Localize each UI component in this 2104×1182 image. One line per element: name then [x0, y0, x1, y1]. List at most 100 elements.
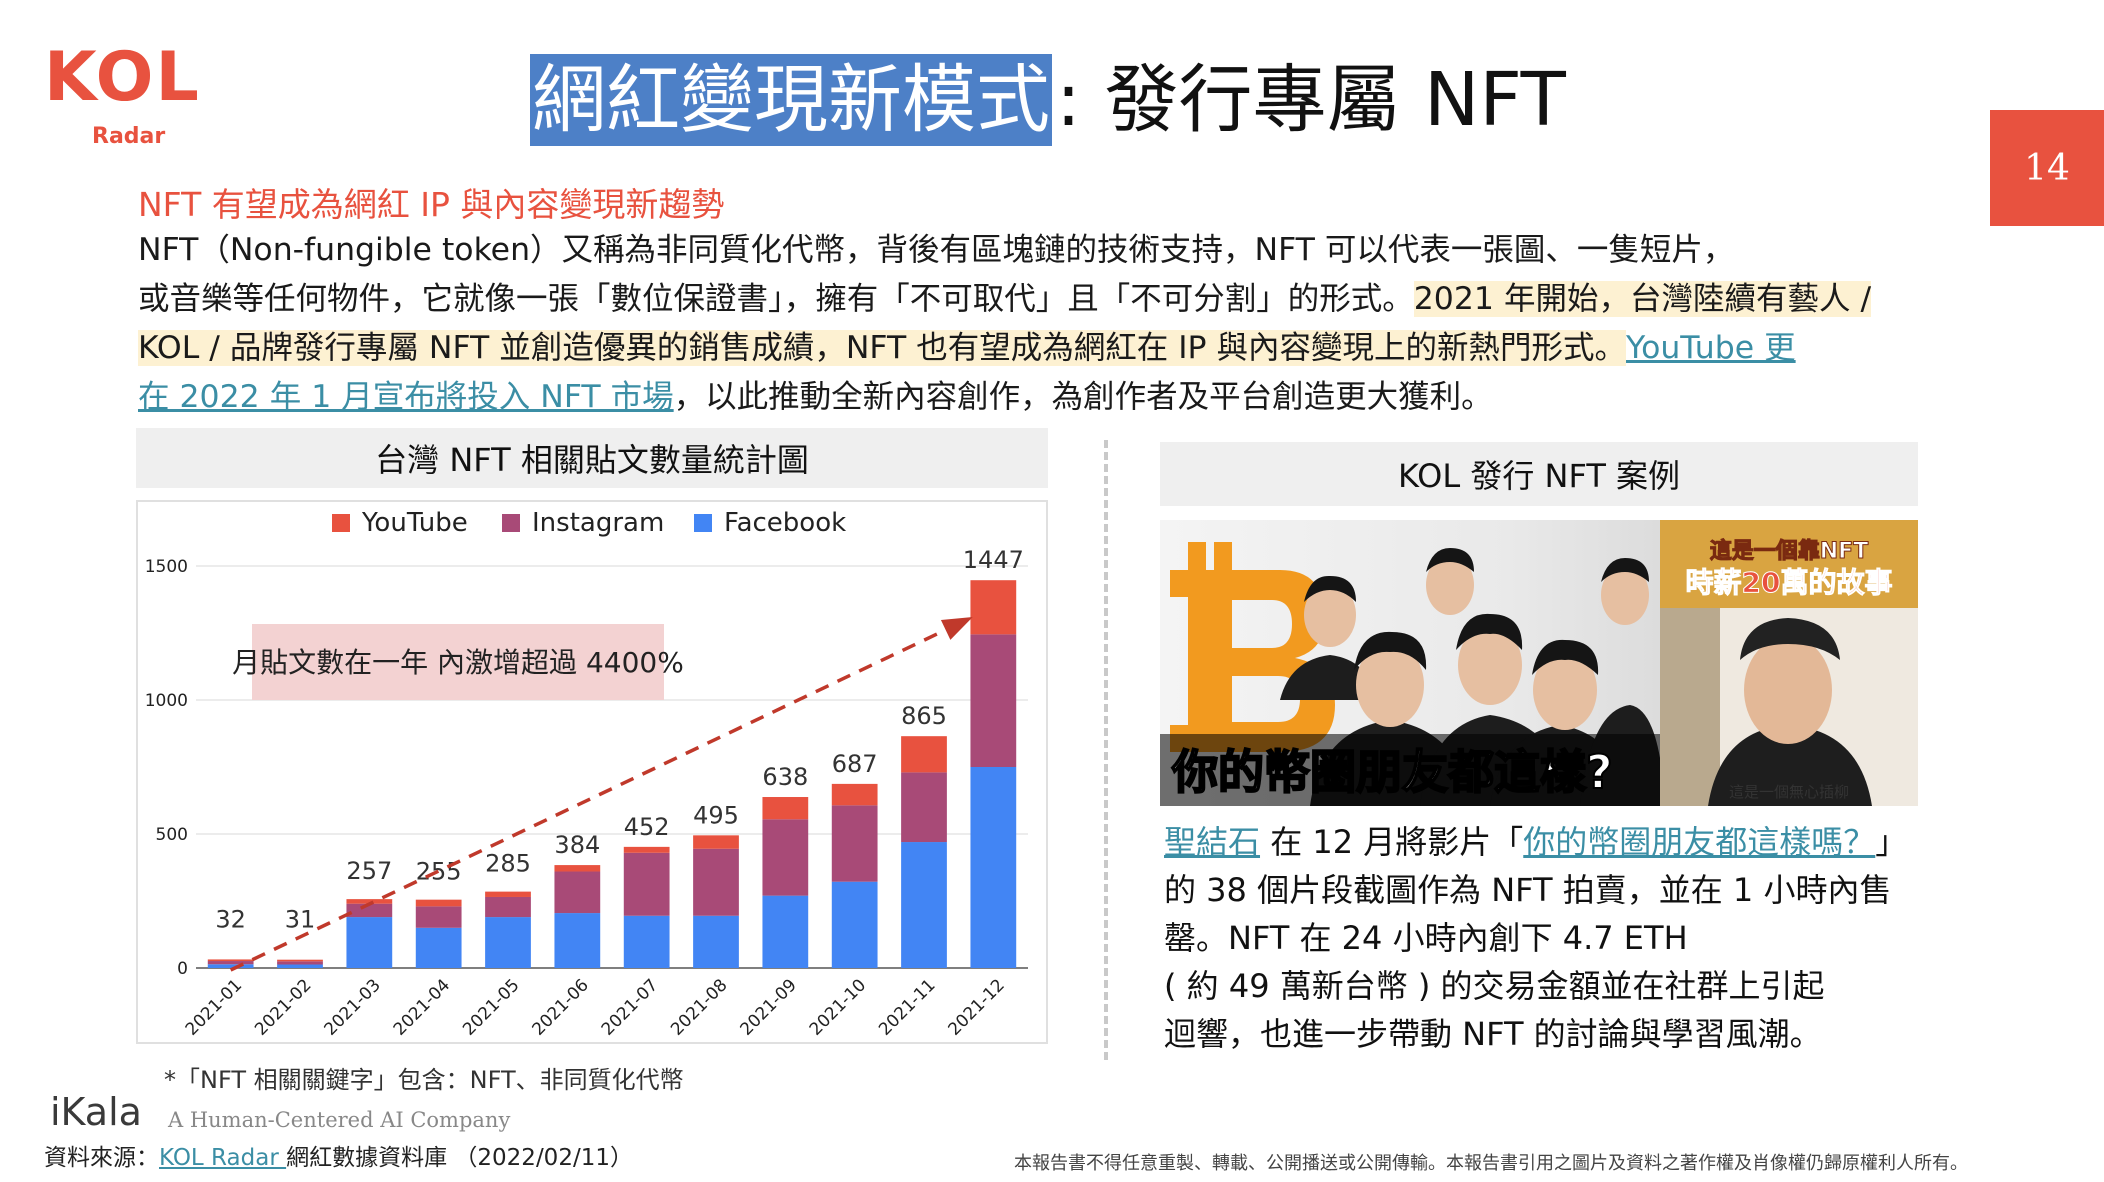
kol-radar-logo: KOL Radar	[44, 44, 224, 154]
logo-subtext: Radar	[92, 124, 166, 149]
intro-text: 或音樂等任何物件，它就像一張「數位保證書」，擁有「不可取代」且「不可分割」的形式…	[138, 281, 1414, 317]
thumbnail-art: 你的幣圈朋友都這樣? 這是一個靠NFT 時薪20萬的故事 這是一個無心插柳	[1160, 520, 1918, 806]
intro-line: 或音樂等任何物件，它就像一張「數位保證書」，擁有「不可取代」且「不可分割」的形式…	[138, 275, 1958, 324]
bar-segment-youtube	[485, 891, 531, 897]
bar-segment-instagram	[554, 871, 601, 914]
bar-segment-youtube	[970, 580, 1017, 635]
thumbnail-subtitle: 這是一個無心插柳	[1729, 783, 1849, 801]
legend-label: Facebook	[724, 508, 846, 538]
bar-segment-youtube	[554, 865, 601, 872]
bar-segment-facebook	[831, 881, 878, 968]
bar-segment-youtube	[207, 959, 254, 962]
data-label: 257	[346, 857, 392, 885]
video-thumbnail[interactable]: 你的幣圈朋友都這樣? 這是一個靠NFT 時薪20萬的故事 這是一個無心插柳	[1160, 520, 1918, 806]
intro-line: KOL / 品牌發行專屬 NFT 並創造優異的銷售成績，NFT 也有望成為網紅在…	[138, 324, 1958, 373]
annotation-box	[252, 624, 664, 700]
data-label: 638	[762, 763, 808, 791]
bar-segment-instagram	[693, 848, 739, 916]
bar-segment-facebook	[554, 913, 601, 968]
page-number: 14	[1990, 110, 2104, 226]
presenter-face	[1744, 636, 1832, 744]
bar-segment-youtube	[901, 736, 947, 773]
y-tick-label: 0	[177, 959, 188, 979]
bar-segment-youtube	[693, 835, 739, 849]
title-highlight: 網紅變現新模式	[530, 54, 1052, 146]
bar-segment-instagram	[831, 805, 878, 882]
case-text-fragment: 在 12 月將影片「	[1260, 823, 1524, 861]
bar-segment-facebook	[693, 915, 739, 968]
x-tick-label: 2021-08	[667, 975, 731, 1039]
bar-segment-instagram	[346, 903, 393, 918]
bar-segment-instagram	[415, 906, 462, 928]
data-label: 687	[832, 750, 878, 778]
bar-segment-facebook	[207, 964, 254, 968]
x-tick-label: 2021-03	[321, 975, 385, 1039]
title-rest: : 發行專屬 NFT	[1056, 57, 1566, 143]
page-title: 網紅變現新模式 : 發行專屬 NFT	[530, 54, 1566, 146]
case-text-fragment: 」	[1875, 823, 1908, 861]
intro-line: 在 2022 年 1 月宣布將投入 NFT 市場，以此推動全新內容創作，為創作者…	[138, 373, 1958, 422]
bar-segment-youtube	[346, 899, 393, 904]
legend-swatch	[502, 514, 520, 532]
bar-segment-instagram	[277, 961, 323, 965]
thumbnail-caption: 你的幣圈朋友都這樣?	[1171, 745, 1613, 799]
data-label: 31	[285, 906, 316, 934]
bar-segment-youtube	[415, 899, 462, 907]
chart-footnote: *「NFT 相關關鍵字」包含：NFT、非同質化代幣	[164, 1066, 684, 1094]
bitcoin-icon	[1170, 542, 1335, 752]
bar-segment-youtube	[762, 797, 809, 820]
legend-swatch	[332, 514, 350, 532]
video-link[interactable]: 你的幣圈朋友都這樣嗎？	[1523, 823, 1876, 861]
y-tick-label: 500	[156, 825, 188, 845]
legend-label: YouTube	[361, 508, 468, 538]
bar-segment-instagram	[762, 819, 809, 896]
data-label: 384	[554, 831, 600, 859]
youtube-nft-link[interactable]: YouTube 更	[1626, 330, 1796, 366]
case-line: 聖結石 在 12 月將影片「你的幣圈朋友都這樣嗎？」	[1164, 818, 1964, 866]
creator-link[interactable]: 聖結石	[1164, 823, 1261, 861]
bar-segment-youtube	[277, 959, 323, 962]
source-link[interactable]: KOL Radar	[159, 1145, 287, 1171]
trend-arrow-line	[229, 618, 969, 972]
case-line: 迴響，也進一步帶動 NFT 的討論與學習風潮。	[1164, 1015, 1822, 1053]
case-line: 的 38 個片段截圖作為 NFT 拍賣，並在 1 小時內售	[1164, 871, 1892, 909]
annotation-text: 月貼文數在一年 內激增超過 4400%	[232, 646, 684, 679]
bar-segment-facebook	[485, 917, 531, 968]
presenter-body	[1708, 725, 1872, 806]
badge-line-1: 這是一個靠NFT	[1710, 538, 1868, 564]
bar-segment-instagram	[207, 961, 254, 965]
x-tick-label: 2021-11	[875, 975, 939, 1039]
cap-icon	[1740, 618, 1840, 660]
source-note: 資料來源：KOL Radar 網紅數據資料庫 （2022/02/11）	[44, 1138, 633, 1172]
intro-paragraph: NFT（Non-fungible token）又稱為非同質化代幣，背後有區塊鏈的…	[138, 226, 1958, 422]
x-tick-label: 2021-01	[182, 975, 246, 1039]
intro-line: NFT（Non-fungible token）又稱為非同質化代幣，背後有區塊鏈的…	[138, 232, 1735, 268]
bar-segment-facebook	[346, 917, 393, 968]
data-label: 865	[901, 702, 947, 730]
copyright-disclaimer: 本報告書不得任意重製、轉載、公開播送或公開傳輸。本報告書引用之圖片及資料之著作權…	[1014, 1153, 1968, 1174]
intro-text: ，以此推動全新內容創作，為創作者及平台創造更大獲利。	[673, 379, 1493, 415]
case-description: 聖結石 在 12 月將影片「你的幣圈朋友都這樣嗎？」 的 38 個片段截圖作為 …	[1164, 818, 1964, 1058]
intro-heading: NFT 有望成為網紅 IP 與內容變現新趨勢	[138, 185, 725, 224]
youtube-nft-link-cont[interactable]: 在 2022 年 1 月宣布將投入 NFT 市場	[138, 379, 674, 415]
x-tick-label: 2021-12	[945, 975, 1009, 1039]
bar-segment-facebook	[623, 915, 670, 968]
bar-segment-instagram	[623, 852, 670, 916]
x-tick-label: 2021-07	[598, 975, 662, 1039]
section-divider	[1104, 440, 1108, 1060]
x-tick-label: 2021-10	[806, 975, 870, 1039]
badge-line-2: 時薪20萬的故事	[1686, 566, 1893, 599]
bar-segment-instagram	[485, 896, 531, 918]
data-label: 1447	[963, 546, 1024, 574]
x-tick-label: 2021-05	[459, 975, 523, 1039]
x-tick-label: 2021-06	[529, 975, 593, 1039]
case-line: ( 約 49 萬新台幣 ) 的交易金額並在社群上引起	[1164, 967, 1825, 1005]
case-title: KOL 發行 NFT 案例	[1160, 442, 1918, 506]
bar-segment-facebook	[762, 895, 809, 968]
data-label: 285	[485, 850, 531, 878]
y-tick-label: 1500	[145, 557, 188, 577]
bar-segment-facebook	[901, 842, 947, 968]
legend-swatch	[694, 514, 712, 532]
nft-posts-chart: 0 500 1000 1500 YouTube Instagram Facebook 2021…	[145, 508, 1028, 1040]
bar-segment-facebook	[415, 927, 462, 968]
